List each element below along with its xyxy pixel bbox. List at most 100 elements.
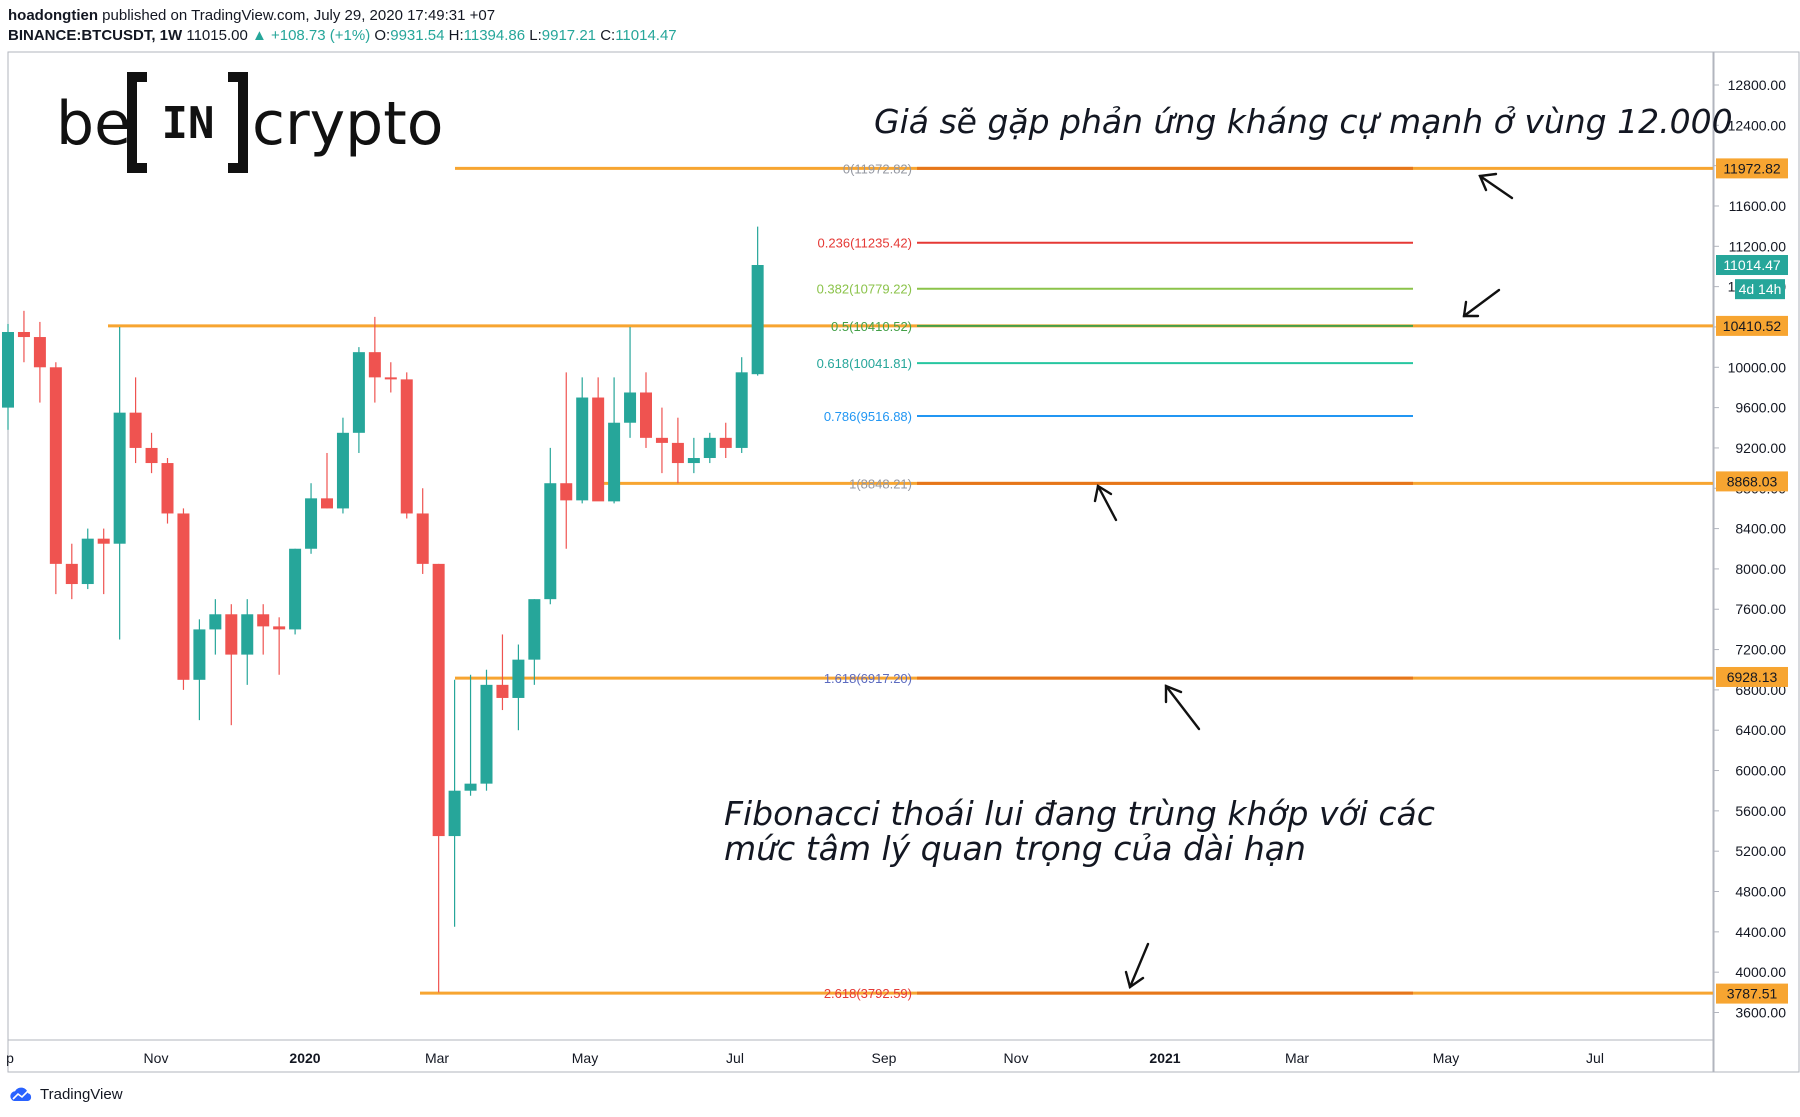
logo-text-be: be [56, 89, 131, 159]
candle-body [655, 437, 668, 443]
fib-level-label: 0.5(10410.52) [831, 319, 912, 334]
candle-body [528, 599, 541, 660]
candle-body [368, 352, 381, 378]
price-tick-label: 8000.00 [1735, 561, 1786, 577]
fib-level-label: 2.618(3792.59) [824, 986, 912, 1001]
price-axis[interactable]: 12800.0012400.0012000.0011600.0011200.00… [1714, 77, 1786, 1021]
candle-body [321, 498, 333, 509]
price-change: ▲ +108.73 (+1%) [251, 27, 371, 44]
price-badge [1716, 255, 1788, 276]
price-badge [1716, 158, 1788, 179]
candle-body [161, 463, 174, 514]
candle-body [305, 498, 318, 549]
arrow-icon [1462, 288, 1501, 318]
time-tick-label: Nov [144, 1050, 169, 1066]
time-tick-label: Nov [1004, 1050, 1029, 1066]
price-tick-label: 8400.00 [1735, 521, 1786, 537]
candle-body [576, 397, 589, 501]
candle-body [671, 442, 684, 464]
time-tick-label: Mar [425, 1050, 449, 1066]
open-value: 9931.54 [390, 27, 445, 44]
candle-body [209, 614, 222, 630]
candle-body [735, 372, 748, 448]
fib-level-label: 0(11972.82) [843, 161, 912, 176]
logo-bracket-left-icon [127, 72, 147, 173]
candle-body [624, 392, 637, 423]
open-label: O: [374, 27, 391, 44]
price-badge-label: 6928.13 [1727, 669, 1778, 685]
time-tick-label: May [1433, 1050, 1459, 1066]
fib-level-label: 0.236(11235.42) [818, 236, 912, 251]
annotation-fib-line1[interactable]: Fibonacci thoái lui đang trùng khớp với … [724, 794, 1435, 833]
price-tick-label: 4000.00 [1735, 964, 1786, 980]
fib-level-label: 0.618(10041.81) [817, 356, 912, 371]
candle-body [81, 538, 94, 585]
candle-body [352, 352, 365, 433]
author-name[interactable]: hoadongtien [8, 7, 98, 24]
candle-body [432, 563, 445, 837]
candles [2, 226, 764, 993]
logo-bracket-right-icon [228, 72, 248, 173]
price-tick-label: 5600.00 [1735, 803, 1786, 819]
tradingview-cloud-icon [10, 1087, 32, 1101]
candle-body [416, 513, 429, 564]
time-tick-label: Jul [1586, 1050, 1604, 1066]
price-tick-label: 4800.00 [1735, 884, 1786, 900]
candle-body [241, 614, 254, 655]
candle-body [193, 629, 206, 680]
fib-level-label: 0.382(10779.22) [817, 282, 912, 297]
price-badge-label: 10410.52 [1723, 318, 1782, 334]
candle-body [113, 412, 126, 544]
candle-body [608, 422, 621, 502]
price-badge-label: 11972.82 [1723, 160, 1781, 176]
price-badge-label: 8868.03 [1727, 473, 1778, 489]
candle-body [17, 331, 30, 338]
symbol-label[interactable]: BINANCE:BTCUSDT, 1W [8, 27, 183, 44]
chart-header: hoadongtien published on TradingView.com… [8, 6, 677, 46]
candle-body [592, 397, 605, 502]
price-badge-label: 3787.51 [1727, 986, 1778, 1002]
time-tick-label: p [6, 1050, 14, 1066]
candle-body [384, 377, 397, 380]
candle-body [289, 548, 302, 630]
fibonacci-retracement[interactable]: 0(11972.82) 0.236(11235.42) 0.382(10779.22… [108, 161, 1713, 1001]
candle-body [33, 337, 46, 368]
price-badge-label: 11014.47 [1723, 257, 1781, 273]
annotation-resistance[interactable]: Giá sẽ gặp phản ứng kháng cự mạnh ở vùng… [874, 102, 1733, 141]
arrow-icon [1093, 484, 1118, 522]
time-tick-label: Jul [726, 1050, 744, 1066]
candle-body [719, 437, 732, 448]
high-label: H: [448, 27, 464, 44]
candle-body [49, 367, 62, 564]
time-tick-label: Sep [872, 1050, 897, 1066]
publish-line: hoadongtien published on TradingView.com… [8, 6, 677, 26]
candle-body [544, 483, 557, 600]
annotation-fib-line2[interactable]: mức tâm lý quan trọng của dài hạn [724, 829, 1306, 868]
beincrypto-logo: be IN crypto [56, 72, 443, 173]
candle-body [640, 392, 652, 438]
symbol-line: BINANCE:BTCUSDT, 1W 11015.00 ▲ +108.73 (… [8, 26, 677, 46]
price-tick-label: 3600.00 [1735, 1005, 1786, 1021]
price-tick-label: 12800.00 [1728, 77, 1787, 93]
price-tick-label: 4400.00 [1735, 924, 1786, 940]
price-tick-label: 9600.00 [1735, 400, 1786, 416]
candle-body [496, 684, 509, 698]
candle-body [336, 432, 349, 509]
candle-body [480, 684, 493, 784]
arrow-icon [1164, 684, 1201, 731]
high-value: 11394.86 [463, 27, 526, 44]
footer-brand[interactable]: TradingView [40, 1086, 123, 1103]
time-tick-label: 2021 [1149, 1050, 1180, 1066]
logo-text-in: IN [162, 98, 215, 149]
candle-body [65, 563, 78, 585]
price-tick-label: 7600.00 [1735, 601, 1786, 617]
footer[interactable]: TradingView [8, 1086, 123, 1103]
candle-body [225, 614, 238, 655]
price-badge [1735, 279, 1785, 300]
logo-text-crypto: crypto [252, 89, 443, 159]
time-tick-label: May [572, 1050, 598, 1066]
price-tick-label: 11600.00 [1729, 198, 1787, 214]
time-axis[interactable]: p Nov 2020 Mar May Jul Sep Nov 2021 Mar May Jul [6, 1050, 1604, 1066]
candle-body [560, 483, 573, 501]
